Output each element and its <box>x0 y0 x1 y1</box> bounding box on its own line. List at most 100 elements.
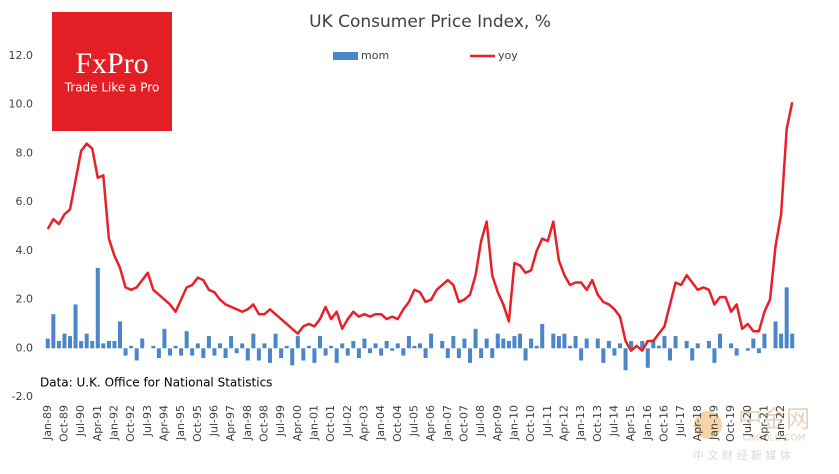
bar <box>240 343 245 349</box>
bar <box>601 348 606 363</box>
bar <box>584 338 589 349</box>
x-tick-label: Apr-15 <box>624 405 637 441</box>
x-tick-label: Apr-21 <box>757 405 770 441</box>
source: Data: U.K. Office for National Statistic… <box>40 376 272 390</box>
bar <box>123 348 128 356</box>
bar <box>556 336 561 349</box>
bar <box>673 336 678 349</box>
bar <box>618 343 622 349</box>
bar <box>429 333 434 349</box>
bar <box>734 348 739 356</box>
legend-label: yoy <box>498 49 518 62</box>
legend-label: mom <box>361 49 389 62</box>
bar <box>173 345 178 349</box>
bar <box>168 348 172 356</box>
watermark-icon <box>694 411 722 439</box>
bar <box>684 340 689 349</box>
x-tick-label: Apr-91 <box>91 405 104 441</box>
bar <box>95 267 100 349</box>
bar <box>629 340 634 349</box>
watermark: 中金网 CNGOLD.COM 中 文 财 经 新 媒 体 <box>693 405 810 462</box>
bar <box>134 348 139 361</box>
x-tick-label: Oct-13 <box>591 405 604 442</box>
bar <box>462 338 467 349</box>
bar <box>318 336 322 349</box>
bar <box>262 343 267 349</box>
bar <box>179 348 184 356</box>
x-tick-label: Jan-89 <box>41 405 54 441</box>
bar <box>334 348 339 363</box>
x-tick-label: Oct-10 <box>524 405 537 442</box>
bar <box>284 345 289 349</box>
x-tick-label: Jan-13 <box>574 405 587 441</box>
y-tick-label: 10.0 <box>9 98 34 111</box>
bar <box>301 348 306 361</box>
bar <box>190 348 195 356</box>
bar <box>456 348 461 359</box>
x-tick-label: Jul-90 <box>74 405 87 437</box>
bar <box>562 333 567 349</box>
bar <box>118 321 122 349</box>
bar <box>645 348 650 368</box>
bar <box>56 340 61 349</box>
bar <box>690 348 695 361</box>
bar <box>329 345 334 349</box>
bar <box>579 348 584 361</box>
x-tick-label: Oct-07 <box>457 405 470 442</box>
bar <box>423 348 428 359</box>
bar <box>129 345 134 349</box>
x-tick-label: Jan-92 <box>107 405 120 441</box>
logo-tagline: Trade Like a Pro <box>64 81 160 95</box>
bar <box>718 333 722 349</box>
x-tick-label: Oct-04 <box>391 405 404 442</box>
x-tick-label: Apr-09 <box>491 405 504 441</box>
y-tick-label: 6.0 <box>16 195 34 208</box>
x-tick-label: Jul-20 <box>741 405 754 437</box>
bar <box>79 340 84 349</box>
bar <box>112 340 117 349</box>
x-tick-label: Jan-22 <box>774 405 787 441</box>
bar <box>68 336 72 349</box>
logo-box <box>52 12 172 131</box>
x-tick-label: Apr-12 <box>557 405 570 441</box>
bar <box>668 348 672 361</box>
x-tick-label: Oct-95 <box>191 405 204 442</box>
bar <box>256 348 261 361</box>
bar <box>745 348 750 351</box>
line <box>46 102 794 352</box>
x-tick-label: Oct-01 <box>324 405 337 442</box>
bar <box>445 348 450 359</box>
bar <box>773 321 778 349</box>
bar <box>351 340 356 349</box>
bar <box>506 340 511 349</box>
bar <box>206 336 211 349</box>
bar <box>229 336 234 349</box>
bar <box>729 343 734 349</box>
bar <box>340 343 345 349</box>
bar <box>529 338 534 349</box>
bar <box>406 336 411 349</box>
bar <box>84 333 89 349</box>
x-tick-label: Oct-98 <box>257 405 270 442</box>
x-tick-label: Jan-07 <box>441 405 454 441</box>
bar <box>712 348 717 363</box>
bar <box>395 343 400 349</box>
bar <box>218 343 222 349</box>
y-tick-label: -2.0 <box>12 390 33 403</box>
bar <box>306 345 311 349</box>
bar <box>295 336 300 349</box>
x-tick-label: Jul-11 <box>541 405 554 437</box>
bar <box>779 333 784 349</box>
bar <box>418 343 422 349</box>
bar <box>251 333 256 349</box>
bar <box>162 328 167 349</box>
bar <box>390 348 395 351</box>
bar <box>384 340 389 349</box>
bar <box>279 348 284 359</box>
bar <box>45 338 50 349</box>
x-tick-label: Jul-05 <box>407 405 420 437</box>
bar <box>484 338 489 349</box>
bar <box>90 340 95 349</box>
bar <box>234 348 239 354</box>
y-tick-label: 4.0 <box>16 244 34 257</box>
